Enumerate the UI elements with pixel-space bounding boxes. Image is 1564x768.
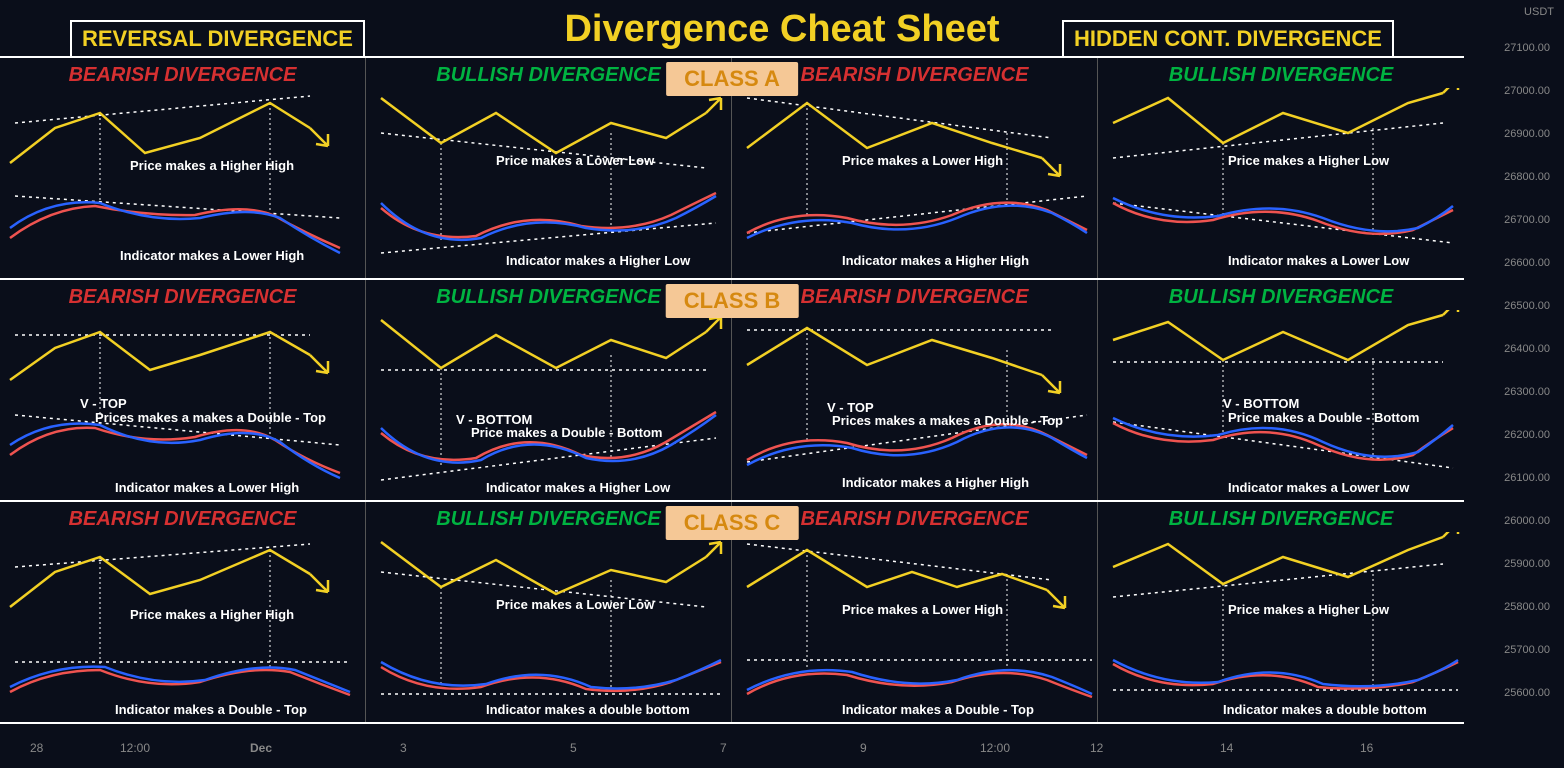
row-1: CLASS B BEARISH DIVERGENCEV - TOPPrices m… xyxy=(0,280,1464,502)
y-tick: 26400.00 xyxy=(1504,343,1550,355)
price-desc: V - BOTTOM xyxy=(1223,396,1299,411)
price-desc2: Price makes a Double - Bottom xyxy=(471,425,662,440)
class-badge: CLASS B xyxy=(666,284,799,318)
cell-0-3: BULLISH DIVERGENCEPrice makes a Higher L… xyxy=(1098,58,1464,278)
price-desc: Price makes a Higher High xyxy=(130,158,294,173)
y-tick: 26700.00 xyxy=(1504,214,1550,226)
cell-0-0: BEARISH DIVERGENCEPrice makes a Higher H… xyxy=(0,58,366,278)
x-tick: 3 xyxy=(400,741,407,755)
y-tick: 25600.00 xyxy=(1504,687,1550,699)
header-boxes: REVERSAL DIVERGENCE HIDDEN CONT. DIVERGE… xyxy=(0,20,1464,58)
ind-desc: Indicator makes a double bottom xyxy=(1223,702,1427,717)
ind-desc: Indicator makes a Lower Low xyxy=(1228,480,1409,495)
x-tick: 7 xyxy=(720,741,727,755)
cell-1-3: BULLISH DIVERGENCEV - BOTTOMPrice makes … xyxy=(1098,280,1464,500)
y-axis: USDT 27100.00 27000.00 26900.00 26800.00 267… xyxy=(1464,0,1564,768)
price-desc: V - TOP xyxy=(80,396,127,411)
ind-desc: Indicator makes a double bottom xyxy=(486,702,690,717)
y-tick: 26800.00 xyxy=(1504,171,1550,183)
x-tick: 12:00 xyxy=(120,741,150,755)
y-tick: 26500.00 xyxy=(1504,300,1550,312)
price-desc: Price makes a Higher Low xyxy=(1228,153,1389,168)
ind-desc: Indicator makes a Higher High xyxy=(842,253,1029,268)
y-tick: 25900.00 xyxy=(1504,558,1550,570)
x-tick: 12 xyxy=(1090,741,1103,755)
cell-2-3: BULLISH DIVERGENCEPrice makes a Higher L… xyxy=(1098,502,1464,722)
y-tick: 26900.00 xyxy=(1504,128,1550,140)
chart-grid: CLASS A BEARISH DIVERGENCEPrice makes a H… xyxy=(0,56,1464,726)
price-desc: Price makes a Lower Low xyxy=(496,153,654,168)
currency-label: USDT xyxy=(1524,6,1554,18)
x-axis: 28 12:00 Dec 3 5 7 9 12:00 12 14 16 xyxy=(0,728,1464,768)
x-tick: 16 xyxy=(1360,741,1373,755)
price-desc: Price makes a Lower High xyxy=(842,153,1003,168)
x-tick: 5 xyxy=(570,741,577,755)
y-tick: 26000.00 xyxy=(1504,515,1550,527)
class-badge: CLASS C xyxy=(666,506,799,540)
price-desc: Price makes a Lower High xyxy=(842,602,1003,617)
header-right: HIDDEN CONT. DIVERGENCE xyxy=(1062,20,1394,58)
ind-desc: Indicator makes a Higher Low xyxy=(486,480,670,495)
y-tick: 25800.00 xyxy=(1504,601,1550,613)
price-desc: Price makes a Lower Low xyxy=(496,597,654,612)
price-desc2: Price makes a Double - Bottom xyxy=(1228,410,1419,425)
x-tick: 14 xyxy=(1220,741,1233,755)
cell-2-0: BEARISH DIVERGENCEPrice makes a Higher H… xyxy=(0,502,366,722)
x-tick: 12:00 xyxy=(980,741,1010,755)
x-tick: 28 xyxy=(30,741,43,755)
y-tick: 27100.00 xyxy=(1504,42,1550,54)
price-desc: Price makes a Higher High xyxy=(130,607,294,622)
cell-1-0: BEARISH DIVERGENCEV - TOPPrices makes a … xyxy=(0,280,366,500)
ind-desc: Indicator makes a Higher Low xyxy=(506,253,690,268)
header-left: REVERSAL DIVERGENCE xyxy=(70,20,365,58)
ind-desc: Indicator makes a Double - Top xyxy=(115,702,307,717)
y-tick: 27000.00 xyxy=(1504,85,1550,97)
ind-desc: Indicator makes a Lower High xyxy=(120,248,304,263)
y-tick: 26100.00 xyxy=(1504,472,1550,484)
ind-desc: Indicator makes a Double - Top xyxy=(842,702,1034,717)
x-tick: Dec xyxy=(250,741,272,755)
ind-desc: Indicator makes a Higher High xyxy=(842,475,1029,490)
y-tick: 26300.00 xyxy=(1504,386,1550,398)
price-desc: Price makes a Higher Low xyxy=(1228,602,1389,617)
ind-desc: Indicator makes a Lower High xyxy=(115,480,299,495)
price-desc2: Prices makes a makes a Double - Top xyxy=(95,410,326,425)
price-desc2: Prices makes a makes a Double - Top xyxy=(832,413,1063,428)
class-badge: CLASS A xyxy=(666,62,798,96)
y-tick: 26200.00 xyxy=(1504,429,1550,441)
y-tick: 26600.00 xyxy=(1504,257,1550,269)
x-tick: 9 xyxy=(860,741,867,755)
y-tick: 25700.00 xyxy=(1504,644,1550,656)
row-0: CLASS A BEARISH DIVERGENCEPrice makes a H… xyxy=(0,58,1464,280)
row-2: CLASS C BEARISH DIVERGENCEPrice makes a H… xyxy=(0,502,1464,724)
ind-desc: Indicator makes a Lower Low xyxy=(1228,253,1409,268)
